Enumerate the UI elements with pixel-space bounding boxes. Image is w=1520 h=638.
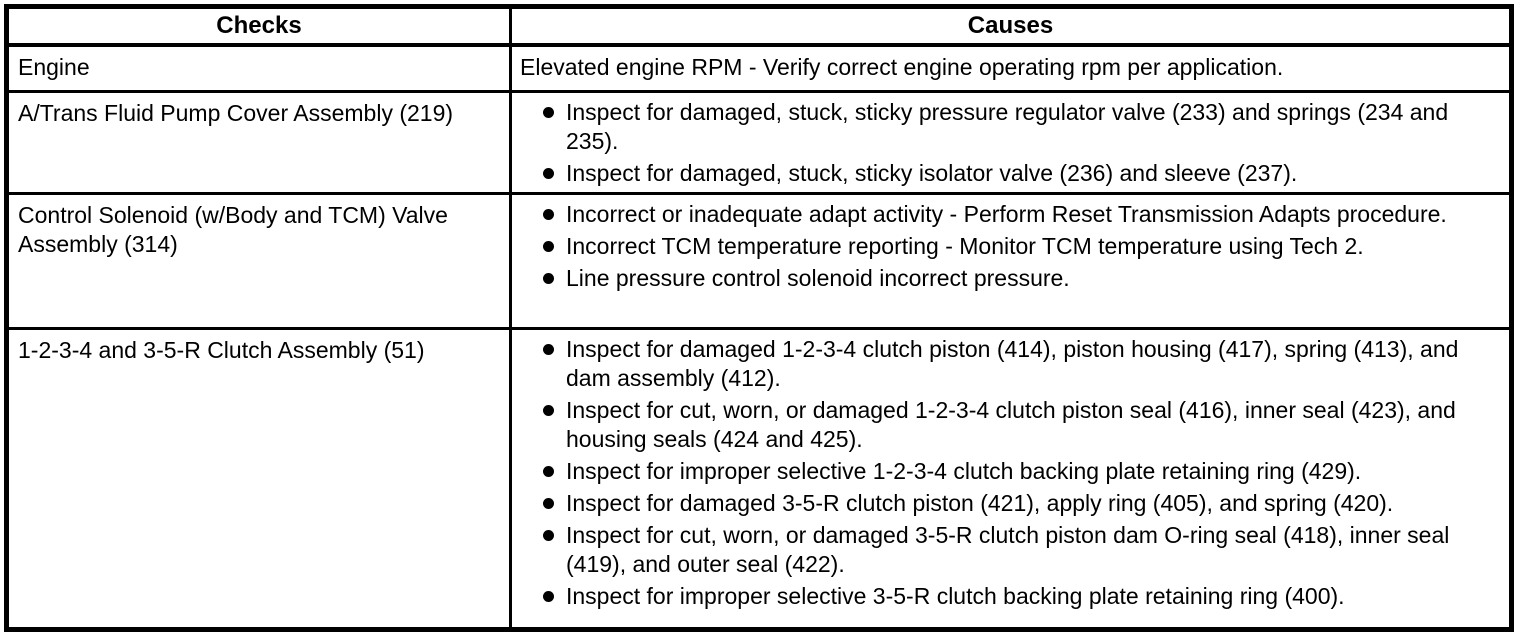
column-header-checks: Checks (9, 9, 512, 43)
cause-text: Elevated engine RPM - Verify correct eng… (520, 54, 1284, 80)
bullet-icon (543, 405, 554, 416)
list-item: Inspect for damaged 3-5-R clutch piston … (512, 489, 1495, 518)
causes-list: Inspect for damaged, stuck, sticky press… (512, 93, 1509, 188)
table-row: 1-2-3-4 and 3-5-R Clutch Assembly (51) I… (9, 330, 1509, 627)
table-row: Engine Elevated engine RPM - Verify corr… (9, 47, 1509, 93)
cause-text: Inspect for damaged, stuck, sticky isola… (566, 160, 1298, 186)
check-cell: Engine (9, 47, 512, 90)
list-item: Inspect for cut, worn, or damaged 3-5-R … (512, 521, 1495, 579)
bullet-icon (543, 107, 554, 118)
list-item: Inspect for improper selective 3-5-R clu… (512, 582, 1495, 611)
causes-cell: Elevated engine RPM - Verify correct eng… (512, 47, 1509, 90)
bullet-icon (543, 209, 554, 220)
troubleshooting-table: Checks Causes Engine Elevated engine RPM… (4, 4, 1514, 632)
list-item: Inspect for damaged, stuck, sticky press… (512, 98, 1495, 156)
bullet-icon (543, 530, 554, 541)
causes-list: Incorrect or inadequate adapt activity -… (512, 195, 1509, 293)
check-label: A/Trans Fluid Pump Cover Assembly (219) (18, 100, 454, 126)
bullet-icon (543, 591, 554, 602)
cause-text: Inspect for damaged 3-5-R clutch piston … (566, 490, 1394, 516)
cause-text: Inspect for improper selective 3-5-R clu… (566, 583, 1345, 609)
cause-text: Inspect for improper selective 1-2-3-4 c… (566, 458, 1362, 484)
list-item: Inspect for damaged 1-2-3-4 clutch pisto… (512, 335, 1495, 393)
table-row: A/Trans Fluid Pump Cover Assembly (219) … (9, 93, 1509, 195)
list-item: Line pressure control solenoid incorrect… (512, 264, 1495, 293)
check-cell: A/Trans Fluid Pump Cover Assembly (219) (9, 93, 512, 192)
bullet-icon (543, 168, 554, 179)
cause-text: Line pressure control solenoid incorrect… (566, 265, 1070, 291)
causes-cell: Incorrect or inadequate adapt activity -… (512, 195, 1509, 327)
bullet-icon (543, 241, 554, 252)
check-cell: Control Solenoid (w/Body and TCM) Valve … (9, 195, 512, 327)
causes-cell: Inspect for damaged 1-2-3-4 clutch pisto… (512, 330, 1509, 627)
cause-text: Inspect for cut, worn, or damaged 3-5-R … (566, 522, 1450, 577)
bullet-icon (543, 273, 554, 284)
list-item: Incorrect or inadequate adapt activity -… (512, 200, 1495, 229)
bullet-icon (543, 344, 554, 355)
list-item: Inspect for improper selective 1-2-3-4 c… (512, 457, 1495, 486)
list-item: Inspect for cut, worn, or damaged 1-2-3-… (512, 396, 1495, 454)
check-label: 1-2-3-4 and 3-5-R Clutch Assembly (51) (18, 337, 425, 363)
cause-text: Inspect for damaged 1-2-3-4 clutch pisto… (566, 336, 1459, 391)
cause-text: Incorrect TCM temperature reporting - Mo… (566, 233, 1364, 259)
column-header-causes: Causes (967, 12, 1054, 39)
check-cell: 1-2-3-4 and 3-5-R Clutch Assembly (51) (9, 330, 512, 627)
bullet-icon (543, 466, 554, 477)
list-item: Incorrect TCM temperature reporting - Mo… (512, 232, 1495, 261)
cause-text: Inspect for damaged, stuck, sticky press… (566, 99, 1449, 154)
cause-text: Inspect for cut, worn, or damaged 1-2-3-… (566, 397, 1456, 452)
cause-text: Incorrect or inadequate adapt activity -… (566, 201, 1447, 227)
check-label: Control Solenoid (w/Body and TCM) Valve … (18, 202, 448, 257)
check-label: Engine (18, 54, 90, 80)
causes-list: Inspect for damaged 1-2-3-4 clutch pisto… (512, 330, 1509, 611)
table-header-row: Checks Causes (9, 9, 1509, 47)
list-item: Inspect for damaged, stuck, sticky isola… (512, 159, 1495, 188)
bullet-icon (543, 498, 554, 509)
causes-cell: Inspect for damaged, stuck, sticky press… (512, 93, 1509, 192)
table-row: Control Solenoid (w/Body and TCM) Valve … (9, 195, 1509, 330)
